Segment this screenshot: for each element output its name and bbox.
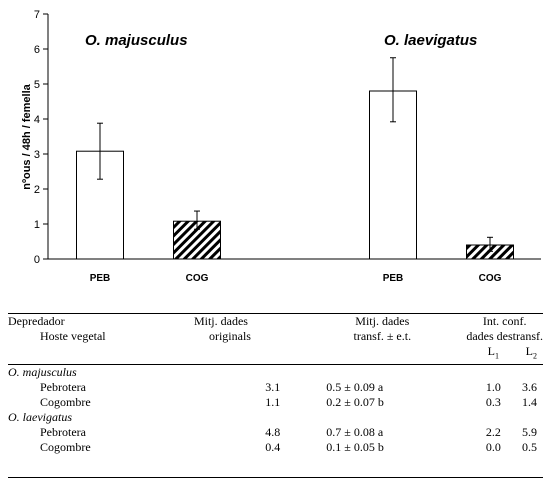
y-axis-label: nºous / 48h / femella xyxy=(21,83,33,189)
conf-l2: 5.9 xyxy=(522,425,537,440)
y-tick-label: 5 xyxy=(34,79,40,91)
y-tick-label: 4 xyxy=(34,114,40,126)
conf-l2: 0.5 xyxy=(522,440,537,455)
header-orig-line2: originals xyxy=(208,329,251,343)
header-trans-line2: transf. ± e.t. xyxy=(353,329,412,343)
table-header-row-2: Hoste vegetal originals transf. ± e.t. d… xyxy=(8,329,543,344)
table-header-row-3: L1 L2 xyxy=(8,344,543,366)
table-row: Cogombre 1.1 0.2 ± 0.07 b 0.3 1.4 xyxy=(8,395,543,410)
y-tick-label: 0 xyxy=(34,254,40,266)
transformed-mean: 0.1 ± 0.05 b xyxy=(326,440,384,455)
host-name: Pebrotera xyxy=(40,425,86,440)
host-name: Pebrotera xyxy=(40,380,86,395)
x-category-label: PEB xyxy=(383,273,404,284)
table-row: Pebrotera 3.1 0.5 ± 0.09 a 1.0 3.6 xyxy=(8,380,543,395)
chart-axes: 0 1 2 3 4 5 6 7 xyxy=(34,9,541,266)
species-row: O. majusculus xyxy=(8,365,543,381)
header-l2: L2 xyxy=(520,344,543,366)
table-row: Cogombre 0.4 0.1 ± 0.05 b 0.0 0.5 xyxy=(8,440,543,455)
conf-l1: 2.2 xyxy=(485,425,501,440)
chart-bars: O. majusculus PEB COG O. laevigatus PEB COG xyxy=(76,32,514,284)
y-tick-label: 7 xyxy=(34,9,40,21)
header-conf-line1: Int. conf. xyxy=(482,314,527,328)
species-title: O. laevigatus xyxy=(384,32,477,49)
species-row: O. laevigatus xyxy=(8,410,543,425)
original-mean: 3.1 xyxy=(265,380,281,395)
bar-chart: 0 1 2 3 4 5 6 7 O. majusculus PEB COG O. laevigatu… xyxy=(21,9,541,284)
header-depredador: Depredador xyxy=(8,314,65,328)
header-hoste: Hoste vegetal xyxy=(40,329,106,343)
transformed-mean: 0.7 ± 0.08 a xyxy=(326,425,384,440)
species-title: O. majusculus xyxy=(85,32,188,49)
original-mean: 1.1 xyxy=(265,395,281,410)
conf-l2: 3.6 xyxy=(522,380,537,395)
host-name: Cogombre xyxy=(40,395,91,410)
y-tick-label: 1 xyxy=(34,219,40,231)
summary-table: Depredador Mitj. dades Mitj. dades Int. … xyxy=(8,313,543,478)
header-orig-line1: Mitj. dades xyxy=(193,314,248,328)
x-category-label: COG xyxy=(186,273,209,284)
x-category-label: PEB xyxy=(90,273,111,284)
conf-l1: 1.0 xyxy=(485,380,501,395)
y-tick-label: 3 xyxy=(34,149,40,161)
conf-l1: 0.3 xyxy=(485,395,501,410)
transformed-mean: 0.5 ± 0.09 a xyxy=(326,380,384,395)
header-l1: L1 xyxy=(466,344,521,366)
header-conf-line2: dades destransf. xyxy=(466,329,543,343)
conf-l1: 0.0 xyxy=(485,440,501,455)
header-trans-line1: Mitj. dades xyxy=(355,314,410,328)
species-name: O. laevigatus xyxy=(8,410,72,425)
y-tick-label: 2 xyxy=(34,184,40,196)
transformed-mean: 0.2 ± 0.07 b xyxy=(326,395,384,410)
original-mean: 4.8 xyxy=(265,425,281,440)
original-mean: 0.4 xyxy=(265,440,281,455)
host-name: Cogombre xyxy=(40,440,91,455)
table-header-row-1: Depredador Mitj. dades Mitj. dades Int. … xyxy=(8,314,543,329)
species-name: O. majusculus xyxy=(8,365,77,380)
table-row: Pebrotera 4.8 0.7 ± 0.08 a 2.2 5.9 xyxy=(8,425,543,440)
x-category-label: COG xyxy=(479,273,502,284)
conf-l2: 1.4 xyxy=(522,395,537,410)
y-tick-label: 6 xyxy=(34,44,40,56)
